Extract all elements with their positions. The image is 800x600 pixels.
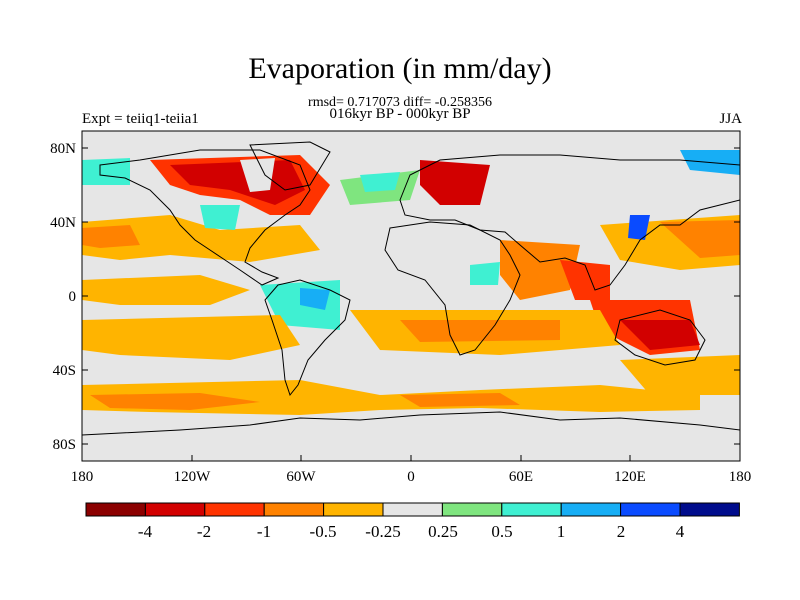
colorbar-swatch [323, 502, 384, 517]
colorbar-swatch [144, 502, 206, 517]
lat-label: 40S [53, 363, 76, 379]
anomaly-region [420, 160, 490, 205]
colorbar-label: 2 [617, 522, 626, 541]
colorbar-swatch [501, 502, 562, 517]
coastline-greenland [249, 141, 331, 191]
lat-label: 80S [53, 437, 76, 453]
lon-label: 60E [509, 469, 533, 485]
colorbar-swatch [441, 502, 503, 517]
anomaly-region [620, 320, 700, 350]
anomaly-region [90, 393, 260, 410]
colorbar-labels: -4 -2 -1 -0.5 -0.25 0.25 0.5 1 2 4 [138, 522, 685, 541]
colorbar-swatch [263, 502, 325, 517]
anomaly-region [82, 158, 130, 185]
anomaly-region [400, 320, 560, 342]
stats-line: rmsd= 0.717073 diff= -0.258356 [308, 95, 492, 110]
lon-label: 120E [614, 469, 646, 485]
experiment-label: Expt = teiiq1-teiia1 [82, 111, 199, 127]
colorbar-label: 4 [676, 522, 685, 541]
figure-title: Evaporation (in mm/day) [248, 52, 552, 85]
coastline-south-america [264, 279, 351, 397]
coastline-eurasia [399, 154, 740, 291]
anomaly-region [500, 240, 580, 300]
anomaly-region [560, 260, 610, 300]
colorbar-label: -1 [257, 522, 271, 541]
tick-marks [81, 147, 741, 461]
anomaly-region [82, 380, 700, 415]
anomaly-region [82, 275, 250, 305]
lon-axis: 180 120W 60W 0 60E 120E 180 [71, 469, 752, 485]
anomaly-region [240, 158, 275, 192]
lon-label: 180 [71, 469, 94, 485]
anomaly-region [470, 262, 500, 285]
colorbar-label: 0.25 [428, 522, 458, 541]
lat-label: 80N [50, 141, 76, 157]
colorbar-label: -0.25 [365, 522, 400, 541]
colorbar-label: -4 [138, 522, 153, 541]
season-label: JJA [719, 111, 742, 127]
lat-axis: 80N 40N 0 40S 80S [50, 141, 76, 453]
anomaly-region [620, 355, 740, 395]
colorbar-swatch [560, 502, 622, 517]
colorbar-label: -2 [197, 522, 211, 541]
colorbar-label: 0.5 [491, 522, 512, 541]
lon-label: 120W [174, 469, 212, 485]
colorbar [85, 502, 740, 517]
anomaly-region [82, 225, 140, 248]
anomaly-region [300, 288, 330, 310]
colorbar-swatch [620, 502, 681, 517]
anomaly-region [628, 215, 650, 240]
colorbar-label: 1 [557, 522, 566, 541]
anomaly-region [82, 215, 320, 262]
lat-label: 40N [50, 215, 76, 231]
anomaly-region [82, 315, 300, 360]
coastline-north-america [99, 149, 311, 286]
lon-label: 60W [286, 469, 316, 485]
anomaly-region [400, 393, 520, 407]
coastlines [82, 141, 740, 436]
colorbar-swatch [679, 502, 740, 517]
colorbar-swatch [85, 502, 146, 517]
period-line: 016kyr BP - 000kyr BP [329, 106, 471, 122]
coastline-antarctica [82, 411, 740, 436]
colorbar-swatch [204, 502, 265, 517]
anomaly-region [360, 172, 400, 192]
lat-label: 0 [69, 289, 77, 305]
anomaly-field [82, 150, 740, 415]
lon-label: 0 [407, 469, 415, 485]
anomaly-region [200, 205, 240, 230]
colorbar-swatch [382, 502, 443, 517]
lon-label: 180 [729, 469, 752, 485]
coastline-australia [614, 309, 706, 366]
colorbar-label: -0.5 [310, 522, 337, 541]
coastline-africa [384, 221, 521, 356]
anomaly-region [660, 220, 740, 258]
